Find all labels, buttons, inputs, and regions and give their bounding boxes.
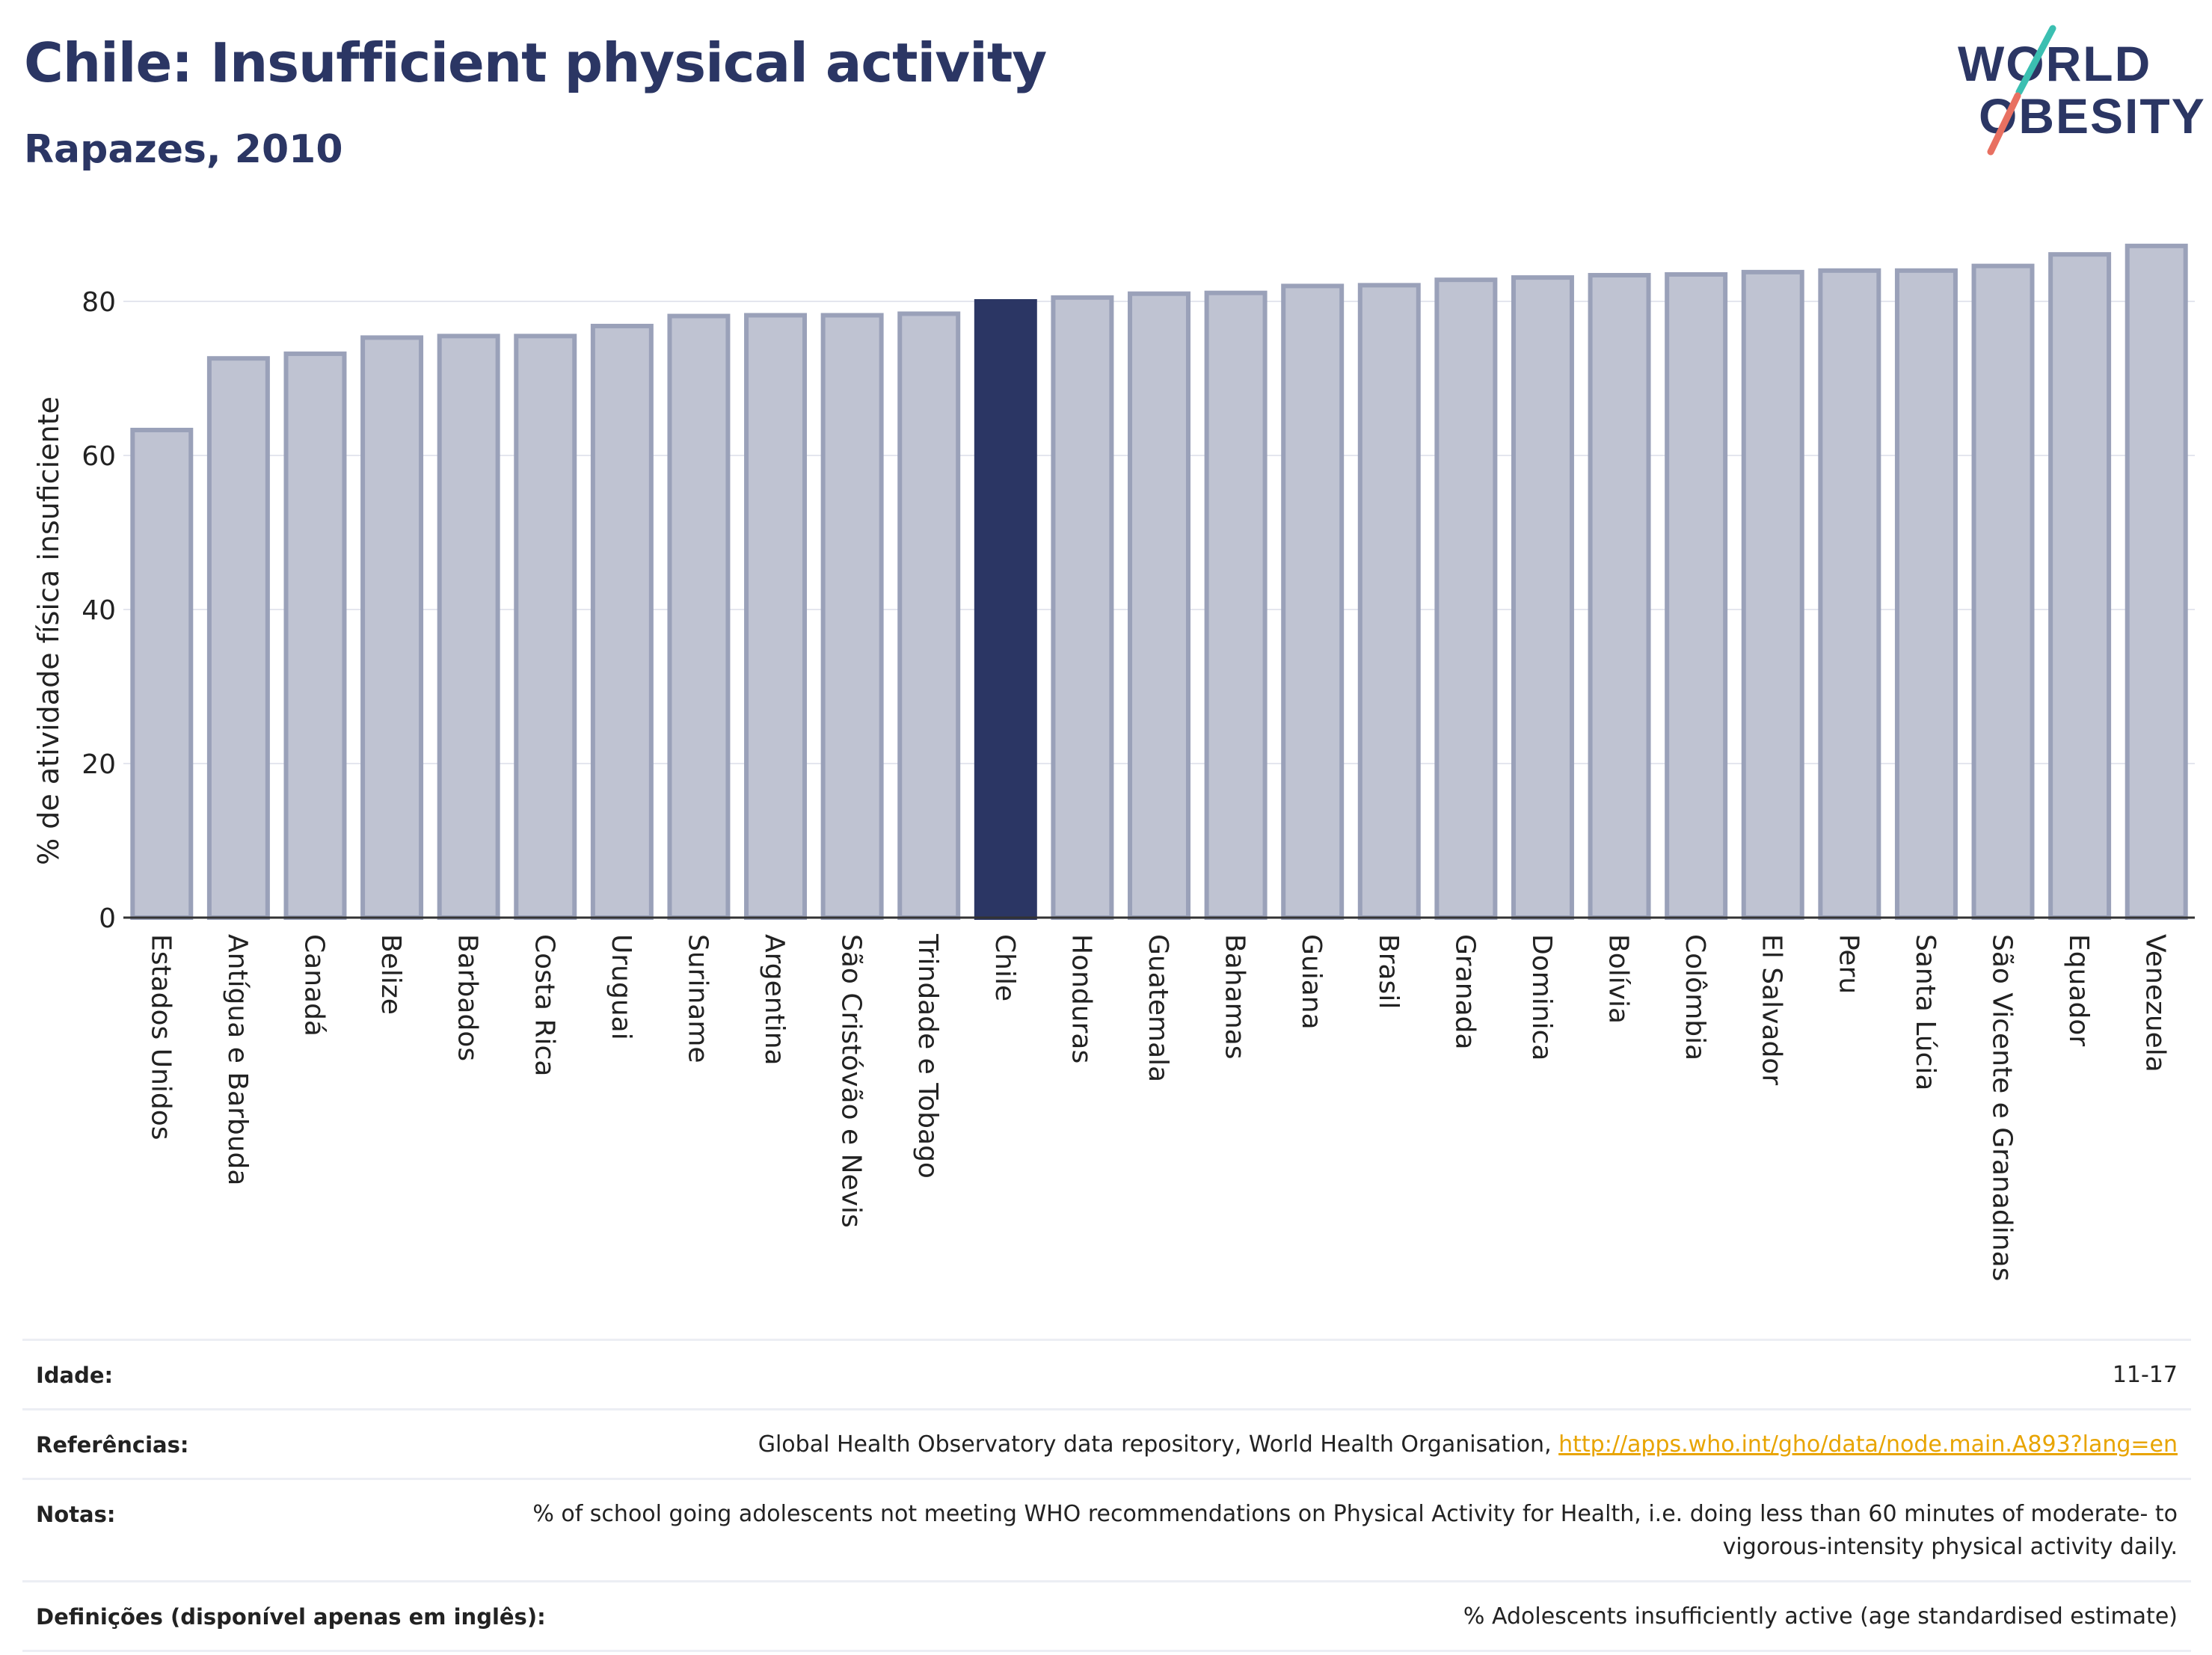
- x-tick-label: Belize: [375, 934, 406, 1015]
- logo-slash-teal: [2015, 25, 2056, 96]
- x-tick-label: Canadá: [298, 934, 329, 1037]
- x-tick-label: São Cristóvão e Nevis: [836, 934, 867, 1228]
- x-tick-label: Chile: [989, 934, 1020, 1001]
- bars: [130, 243, 2188, 921]
- world-obesity-logo: WORLD OBESITY: [1958, 25, 2205, 156]
- info-table: Idade: 11-17 Referências: Global Health …: [22, 1339, 2191, 1652]
- logo-slash-coral: [1987, 92, 2021, 156]
- x-tick-labels: Estados Unidos Antígua e Barbuda Canadá Bel…: [145, 933, 2170, 1281]
- bar-colômbia[interactable]: [1665, 271, 1728, 920]
- x-tick-label: Dominica: [1526, 934, 1557, 1061]
- bar-brasil[interactable]: [1357, 283, 1421, 920]
- x-tick-label: Honduras: [1066, 934, 1096, 1063]
- bar-honduras[interactable]: [1051, 295, 1114, 921]
- bar-antígua-e-barbuda[interactable]: [206, 356, 270, 921]
- info-row-definitions: Definições (disponível apenas em inglês)…: [22, 1580, 2191, 1652]
- x-tick-label: Brasil: [1373, 934, 1404, 1009]
- y-axis-title: % de atividade física insuficiente: [32, 396, 65, 865]
- x-tick-label: Estados Unidos: [145, 934, 176, 1140]
- bar-canadá[interactable]: [283, 351, 347, 921]
- bar-barbados[interactable]: [437, 334, 500, 921]
- references-value: Global Health Observatory data repositor…: [758, 1428, 2178, 1461]
- x-tick-label: Trindade e Tobago: [912, 933, 943, 1179]
- age-value: 11-17: [2112, 1362, 2178, 1388]
- bar-santa-lúcia[interactable]: [1894, 268, 1958, 920]
- y-tick-label: 0: [99, 903, 116, 934]
- definitions-label: Definições (disponível apenas em inglês)…: [36, 1604, 546, 1630]
- notes-value: % of school going adolescents not meetin…: [532, 1501, 2178, 1560]
- y-tick-label: 80: [82, 287, 116, 318]
- info-row-age: Idade: 11-17: [22, 1339, 2191, 1408]
- bar-trindade-e-tobago[interactable]: [897, 311, 961, 921]
- bar-chile[interactable]: [974, 299, 1037, 920]
- x-tick-label: Santa Lúcia: [1910, 934, 1941, 1090]
- bar-el-salvador[interactable]: [1741, 269, 1804, 920]
- x-tick-label: Equador: [2063, 934, 2094, 1046]
- bar-peru[interactable]: [1818, 268, 1881, 920]
- x-tick-label: Barbados: [452, 934, 483, 1061]
- bar-costa-rica[interactable]: [514, 334, 577, 921]
- x-tick-label: Guiana: [1296, 934, 1327, 1030]
- bar-bolívia[interactable]: [1588, 272, 1651, 921]
- x-tick-label: Bolívia: [1603, 934, 1634, 1024]
- x-tick-label: Antígua e Barbuda: [222, 934, 253, 1185]
- x-tick-label: Suriname: [682, 934, 713, 1063]
- x-tick-label: Colômbia: [1680, 934, 1710, 1060]
- chart-subtitle: Rapazes, 2010: [24, 127, 343, 172]
- bar-uruguai[interactable]: [590, 323, 654, 920]
- x-tick-label: Granada: [1449, 934, 1480, 1050]
- references-link[interactable]: http://apps.who.int/gho/data/node.main.A…: [1558, 1431, 2178, 1458]
- x-tick-label: Argentina: [759, 934, 790, 1066]
- x-tick-label: São Vicente e Granadinas: [1987, 934, 2018, 1281]
- definitions-value: % Adolescents insufficiently active (age…: [1463, 1603, 2178, 1630]
- bar-equador[interactable]: [2048, 252, 2112, 921]
- bar-são-cristóvão-e-nevis[interactable]: [820, 313, 884, 921]
- x-tick-label: Costa Rica: [529, 934, 559, 1076]
- y-tick-labels: 0 20 40 60 80: [82, 287, 116, 934]
- y-tick-label: 40: [82, 595, 116, 626]
- y-tick-label: 20: [82, 749, 116, 780]
- x-tick-label: Uruguai: [606, 934, 636, 1040]
- x-tick-label: Peru: [1833, 934, 1864, 994]
- bar-granada[interactable]: [1434, 277, 1498, 921]
- notes-label: Notas:: [36, 1502, 116, 1527]
- x-tick-label: Venezuela: [2140, 934, 2171, 1072]
- x-tick-label: Guatemala: [1143, 934, 1173, 1082]
- bar-guiana[interactable]: [1281, 283, 1345, 920]
- references-label: Referências:: [36, 1432, 189, 1458]
- x-tick-label: El Salvador: [1757, 934, 1787, 1085]
- bar-chart: Estados Unidos Antígua e Barbuda Canadá Bel…: [32, 243, 2195, 1281]
- bar-belize[interactable]: [360, 335, 424, 921]
- bar-suriname[interactable]: [667, 313, 731, 920]
- bar-estados-unidos[interactable]: [130, 428, 194, 920]
- bar-argentina[interactable]: [744, 313, 808, 921]
- logo-line1: WORLD: [1958, 36, 2151, 91]
- bar-são-vicente-e-granadinas[interactable]: [1971, 263, 2035, 920]
- bar-bahamas[interactable]: [1204, 290, 1268, 921]
- chart-title: Chile: Insufficient physical activity: [24, 31, 1047, 94]
- info-row-references: Referências: Global Health Observatory d…: [22, 1408, 2191, 1478]
- bar-venezuela[interactable]: [2125, 243, 2188, 920]
- bar-dominica[interactable]: [1511, 275, 1574, 920]
- x-tick-label: Bahamas: [1220, 934, 1250, 1060]
- references-text: Global Health Observatory data repositor…: [758, 1431, 1559, 1458]
- bar-guatemala[interactable]: [1128, 291, 1191, 920]
- y-tick-label: 60: [82, 441, 116, 472]
- info-row-notes: Notas: % of school going adolescents not…: [22, 1478, 2191, 1580]
- age-label: Idade:: [36, 1363, 114, 1388]
